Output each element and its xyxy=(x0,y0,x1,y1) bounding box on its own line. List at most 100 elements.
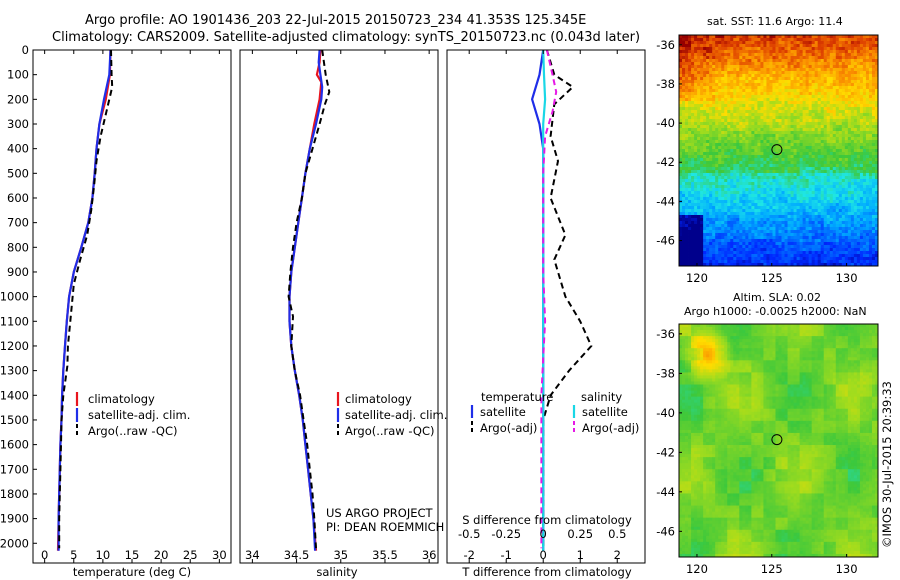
difference-xtick-label-2: 0 xyxy=(540,548,547,562)
depth-tick-label-19: 1900 xyxy=(0,512,29,526)
salinity-panel: 34 34.5 35 35.5 36 salinity climatology sate… xyxy=(239,49,447,579)
legend-t-argo: Argo(-adj) xyxy=(480,421,537,435)
depth-tick-label-14: 1400 xyxy=(0,388,29,402)
salinity-axes-box xyxy=(239,49,439,564)
sla-xtick-label-2: 130 xyxy=(836,562,858,576)
difference-s-tick-label-2: 0 xyxy=(540,527,547,541)
temperature-legend-argo: Argo(..raw -QC) xyxy=(88,424,178,438)
sla-ytick-label-3: -42 xyxy=(656,445,675,459)
sla-map-frame xyxy=(678,323,879,558)
sla-xtick-label-0: 120 xyxy=(686,562,708,576)
difference-s-tick-label-0: -0.5 xyxy=(458,527,480,541)
sst-xtick-label-1: 125 xyxy=(761,271,783,285)
salinity-xtick-label-0: 34 xyxy=(245,548,260,562)
sst-map-frame xyxy=(678,34,879,267)
sst-ytick-label-0: -36 xyxy=(656,38,675,52)
legend-header-temperature: temperature xyxy=(481,390,553,404)
legend-s-satellite: satellite xyxy=(582,405,628,419)
difference-legend: temperature salinity satellite Argo(-adj… xyxy=(470,390,639,435)
salinity-xtick-label-2: 35 xyxy=(333,548,348,562)
temperature-xtick-label-2: 10 xyxy=(96,548,111,562)
temperature-panel: 0100200300400500600700800900100011001200… xyxy=(0,43,232,579)
project-name: US ARGO PROJECT xyxy=(326,506,434,520)
sst-xtick-label-0: 120 xyxy=(686,271,708,285)
difference-s-label: S difference from climatology xyxy=(462,513,632,527)
sst-xtick-label-2: 130 xyxy=(836,271,858,285)
depth-tick-label-1: 100 xyxy=(7,68,29,82)
depth-tick-label-9: 900 xyxy=(7,265,29,279)
temperature-xtick-label-3: 15 xyxy=(125,548,140,562)
sst-ytick-label-5: -46 xyxy=(656,234,675,248)
salinity-legend-climatology: climatology xyxy=(345,392,412,406)
difference-axes-box xyxy=(446,49,646,564)
difference-xtick-label-1: -1 xyxy=(500,548,511,562)
difference-s-tick-label-1: -0.25 xyxy=(491,527,521,541)
temperature-xtick-label-6: 30 xyxy=(212,548,227,562)
temperature-xtick-label-1: 5 xyxy=(70,548,77,562)
temperature-axes-box xyxy=(32,49,232,564)
sla-ytick-label-1: -38 xyxy=(656,366,675,380)
depth-tick-label-15: 1500 xyxy=(0,413,29,427)
salinity-series-1 xyxy=(288,50,324,551)
temperature-series-0 xyxy=(56,50,112,551)
depth-tick-label-12: 1200 xyxy=(0,339,29,353)
difference-xtick-label-0: -2 xyxy=(463,548,474,562)
sla-ytick-label-4: -44 xyxy=(656,485,675,499)
salinity-legend-satellite: satellite-adj. clim. xyxy=(345,408,447,422)
temperature-legend: climatology satellite-adj. clim. Argo(..… xyxy=(75,392,190,438)
sst-ytick-label-2: -40 xyxy=(656,116,675,130)
depth-tick-label-4: 400 xyxy=(7,142,29,156)
difference-panel: -2 -1 0 1 2 T difference from climatology S … xyxy=(446,49,646,579)
sst-map: 120 125 130 -36 -38 -40 -42 -44 -46 xyxy=(656,34,879,285)
salinity-legend: climatology satellite-adj. clim. Argo(..… xyxy=(336,392,447,438)
difference-s-tick-label-4: 0.5 xyxy=(608,527,626,541)
depth-tick-label-13: 1300 xyxy=(0,364,29,378)
legend-s-argo: Argo(-adj) xyxy=(582,421,639,435)
depth-tick-label-5: 500 xyxy=(7,166,29,180)
salinity-legend-argo: Argo(..raw -QC) xyxy=(345,424,435,438)
sla-ytick-label-5: -46 xyxy=(656,524,675,538)
legend-t-satellite: satellite xyxy=(480,405,526,419)
depth-tick-label-20: 2000 xyxy=(0,536,29,550)
project-pi: PI: DEAN ROEMMICH xyxy=(326,520,444,534)
depth-tick-label-16: 1600 xyxy=(0,438,29,452)
legend-header-salinity: salinity xyxy=(581,390,622,404)
sla-xtick-label-1: 125 xyxy=(761,562,783,576)
temperature-xtick-label-5: 25 xyxy=(183,548,198,562)
temperature-series-1 xyxy=(57,50,112,551)
temperature-xtick-label-0: 0 xyxy=(41,548,48,562)
sla-map-title-1: Altim. SLA: 0.02 xyxy=(733,291,822,304)
temperature-xtick-label-4: 20 xyxy=(154,548,169,562)
depth-tick-label-2: 200 xyxy=(7,92,29,106)
imos-timestamp: ©IMOS 30-Jul-2015 20:39:33 xyxy=(880,381,894,548)
depth-tick-label-3: 300 xyxy=(7,117,29,131)
sla-map: 120 125 130 -36 -38 -40 -42 -44 -46 xyxy=(656,323,879,576)
temperature-legend-climatology: climatology xyxy=(88,392,155,406)
temperature-legend-satellite: satellite-adj. clim. xyxy=(88,408,190,422)
title-line-2: Climatology: CARS2009. Satellite-adjuste… xyxy=(52,30,641,45)
depth-tick-label-18: 1800 xyxy=(0,487,29,501)
sst-ytick-label-3: -42 xyxy=(656,155,675,169)
sst-ytick-label-1: -38 xyxy=(656,77,675,91)
difference-xtick-label-4: 2 xyxy=(614,548,621,562)
salinity-xtick-label-4: 36 xyxy=(422,548,437,562)
salinity-series-2 xyxy=(287,50,331,549)
depth-tick-label-0: 0 xyxy=(22,43,29,57)
sla-float-marker xyxy=(771,434,783,446)
depth-tick-label-7: 700 xyxy=(7,216,29,230)
depth-tick-label-17: 1700 xyxy=(0,462,29,476)
difference-s-tick-label-3: 0.25 xyxy=(567,527,593,541)
depth-tick-label-11: 1100 xyxy=(0,314,29,328)
difference-xtick-label-3: 1 xyxy=(577,548,584,562)
sla-map-title-2: Argo h1000: -0.0025 h2000: NaN xyxy=(684,305,867,318)
depth-tick-label-6: 600 xyxy=(7,191,29,205)
sla-ytick-label-2: -40 xyxy=(656,406,675,420)
temperature-series-2 xyxy=(58,50,114,549)
depth-tick-label-10: 1000 xyxy=(0,290,29,304)
difference-series-1 xyxy=(542,50,593,549)
sla-ytick-label-0: -36 xyxy=(656,327,675,341)
sst-float-marker xyxy=(771,144,783,156)
difference-xlabel: T difference from climatology xyxy=(461,565,632,579)
salinity-xlabel: salinity xyxy=(316,565,357,579)
